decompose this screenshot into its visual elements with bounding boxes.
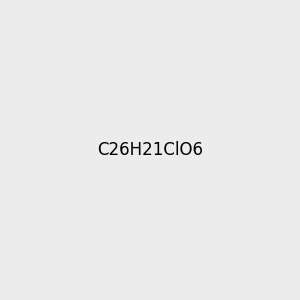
Text: C26H21ClO6: C26H21ClO6 [97, 141, 203, 159]
